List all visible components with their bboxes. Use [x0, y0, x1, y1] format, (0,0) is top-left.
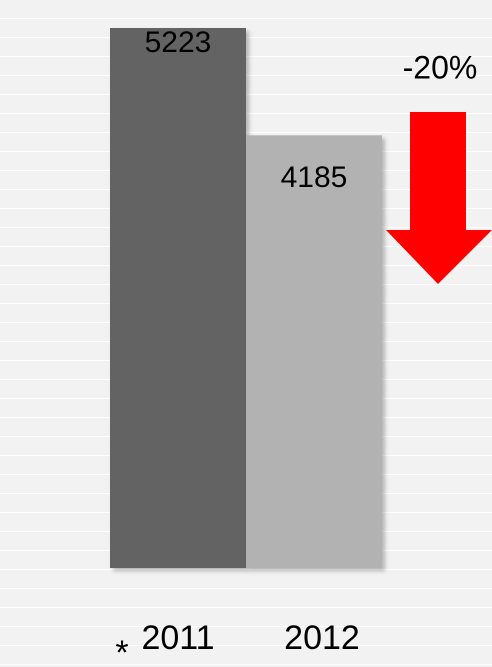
down-arrow — [386, 112, 492, 284]
x-tick-label: 2011 — [141, 619, 214, 657]
change-annotation: -20% — [403, 49, 478, 85]
footnote-marker: * — [115, 634, 128, 667]
data-label: 4185 — [281, 161, 348, 194]
bar — [246, 135, 382, 568]
x-tick-label: 2012 — [284, 619, 360, 657]
data-label: 5223 — [145, 26, 212, 59]
bar — [110, 28, 246, 568]
